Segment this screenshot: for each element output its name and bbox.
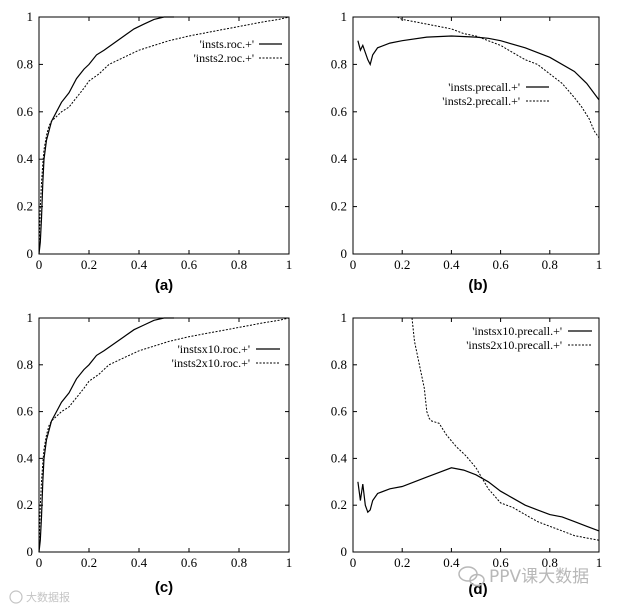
- y-tick-label-c-3: 0.6: [17, 404, 34, 419]
- series-layer-a: [38, 16, 290, 255]
- x-tick-label-a-1: 0.2: [81, 257, 97, 272]
- y-tick-label-b-5: 1: [341, 9, 348, 24]
- x-tick-label-c-3: 0.6: [181, 555, 198, 570]
- chart-panel-c: 0 0.2 0.4 0.6 0.8 1 0 0.2 0.4 0.6 0.8 1 'instsx10.r…: [17, 310, 293, 596]
- plot-frame-c: [38, 317, 290, 553]
- chart-caption-c: (c): [155, 579, 173, 596]
- x-tick-label-a-0: 0: [36, 257, 43, 272]
- legend-d: 'instsx10.precall.+' 'insts2x10.precall.…: [466, 324, 592, 352]
- watermark-left: 大数据报: [9, 590, 70, 604]
- wechat-icon: [9, 590, 23, 604]
- series-line-b-0: [357, 35, 600, 101]
- y-tick-label-a-5: 1: [27, 9, 34, 24]
- x-tick-label-a-4: 0.8: [231, 257, 247, 272]
- chart-panel-b: 0 0.2 0.4 0.6 0.8 1 0 0.2 0.4 0.6 0.8 1 'insts.prec…: [331, 9, 603, 294]
- y-tick-label-d-0: 0: [341, 544, 348, 559]
- series-line-a-0: [38, 16, 174, 255]
- y-tick-label-c-4: 0.8: [17, 357, 33, 372]
- chart-panel-a: 0 0.2 0.4 0.6 0.8 1 0 0.2 0.4 0.6 0.8 1 'insts.roc.…: [17, 9, 293, 294]
- chart-caption-b: (b): [468, 277, 487, 294]
- y-tick-label-d-5: 1: [341, 310, 348, 325]
- x-tick-label-b-3: 0.6: [492, 257, 509, 272]
- series-line-c-1: [38, 317, 290, 553]
- y-tick-label-a-2: 0.4: [17, 151, 34, 166]
- y-tick-label-a-4: 0.8: [17, 56, 33, 71]
- chart-panel-d: 0 0.2 0.4 0.6 0.8 1 0 0.2 0.4 0.6 0.8 1 'instsx10.p…: [331, 310, 603, 598]
- legend-label-a-1: 'insts2.roc.+': [194, 51, 254, 65]
- x-tick-label-d-2: 0.4: [443, 555, 460, 570]
- y-tick-label-c-1: 0.2: [17, 497, 33, 512]
- x-tick-label-a-5: 1: [286, 257, 293, 272]
- series-line-b-1: [397, 16, 600, 139]
- y-tick-label-a-1: 0.2: [17, 199, 33, 214]
- watermark-right: PPV课大数据: [458, 566, 589, 587]
- y-tick-label-d-1: 0.2: [331, 497, 347, 512]
- plot-frame-b: [352, 16, 600, 255]
- x-tick-label-d-0: 0: [350, 555, 357, 570]
- x-tick-label-d-4: 0.8: [542, 555, 558, 570]
- x-tick-label-b-5: 1: [596, 257, 603, 272]
- series-layer-c: [38, 317, 290, 553]
- wechat-logo-icon: [458, 566, 485, 587]
- x-tick-label-c-4: 0.8: [231, 555, 247, 570]
- x-tick-label-a-3: 0.6: [181, 257, 198, 272]
- axis-ticks-b: 0 0.2 0.4 0.6 0.8 1 0 0.2 0.4 0.6 0.8 1: [331, 9, 603, 272]
- axis-ticks-c: 0 0.2 0.4 0.6 0.8 1 0 0.2 0.4 0.6 0.8 1: [17, 310, 293, 570]
- legend-c: 'instsx10.roc.+' 'insts2x10.roc.+': [172, 342, 280, 370]
- x-tick-label-b-1: 0.2: [394, 257, 410, 272]
- x-tick-label-d-5: 1: [596, 555, 603, 570]
- series-line-d-0: [357, 467, 600, 532]
- series-layer-b: [357, 16, 600, 139]
- y-tick-label-d-3: 0.6: [331, 404, 348, 419]
- x-tick-label-c-2: 0.4: [131, 555, 148, 570]
- x-tick-label-b-0: 0: [350, 257, 357, 272]
- y-tick-label-b-1: 0.2: [331, 199, 347, 214]
- x-tick-label-d-3: 0.6: [492, 555, 509, 570]
- legend-b: 'insts.precall.+' 'insts2.precall.+': [442, 80, 549, 108]
- y-tick-label-b-4: 0.8: [331, 56, 347, 71]
- legend-label-d-0: 'instsx10.precall.+': [472, 324, 562, 338]
- series-layer-d: [357, 317, 600, 541]
- y-tick-label-b-0: 0: [341, 246, 348, 261]
- legend-label-c-1: 'insts2x10.roc.+': [172, 356, 250, 370]
- axis-ticks-a: 0 0.2 0.4 0.6 0.8 1 0 0.2 0.4 0.6 0.8 1: [17, 9, 293, 272]
- y-tick-label-a-3: 0.6: [17, 104, 34, 119]
- plot-frame-d: [352, 317, 600, 553]
- watermark-right-text: PPV课大数据: [489, 567, 589, 587]
- axis-ticks-d: 0 0.2 0.4 0.6 0.8 1 0 0.2 0.4 0.6 0.8 1: [331, 310, 603, 570]
- chart-caption-a: (a): [155, 277, 173, 294]
- y-tick-label-b-3: 0.6: [331, 104, 348, 119]
- legend-label-b-0: 'insts.precall.+': [448, 80, 520, 94]
- legend-label-c-0: 'instsx10.roc.+': [178, 342, 250, 356]
- legend-label-d-1: 'insts2x10.precall.+': [466, 338, 562, 352]
- y-tick-label-d-4: 0.8: [331, 357, 347, 372]
- y-tick-label-d-2: 0.4: [331, 450, 348, 465]
- x-tick-label-c-0: 0: [36, 555, 43, 570]
- legend-label-a-0: 'insts.roc.+': [200, 37, 254, 51]
- x-tick-label-a-2: 0.4: [131, 257, 148, 272]
- x-tick-label-c-5: 1: [286, 555, 293, 570]
- x-tick-label-b-2: 0.4: [443, 257, 460, 272]
- y-tick-label-c-2: 0.4: [17, 450, 34, 465]
- y-tick-label-a-0: 0: [27, 246, 34, 261]
- legend-a: 'insts.roc.+' 'insts2.roc.+': [194, 37, 282, 65]
- y-tick-label-c-5: 1: [27, 310, 34, 325]
- series-line-a-1: [38, 16, 290, 255]
- legend-label-b-1: 'insts2.precall.+': [442, 94, 520, 108]
- series-line-c-0: [38, 317, 174, 553]
- y-tick-label-c-0: 0: [27, 544, 34, 559]
- y-tick-label-b-2: 0.4: [331, 151, 348, 166]
- x-tick-label-d-1: 0.2: [394, 555, 410, 570]
- x-tick-label-c-1: 0.2: [81, 555, 97, 570]
- watermark-left-text: 大数据报: [26, 590, 70, 604]
- x-tick-label-b-4: 0.8: [542, 257, 558, 272]
